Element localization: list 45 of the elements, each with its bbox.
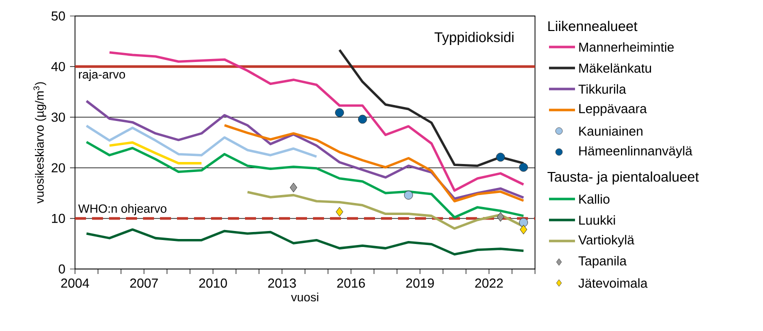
legend-label: Mannerheimintie: [579, 42, 674, 52]
ref-line-label: WHO:n ohjearvo: [78, 204, 166, 216]
y-tick-label: 20: [52, 163, 65, 172]
legend-label: Luukki: [579, 215, 615, 225]
y-tick-label: 0: [58, 264, 65, 274]
x-tick-label: 2019: [406, 278, 434, 288]
x-tick-label: 2010: [199, 278, 227, 288]
ref-line-label: raja-arvo: [79, 70, 126, 81]
x-tick-label: 2016: [337, 278, 365, 288]
y-tick-label: 30: [52, 112, 65, 122]
y-tick-label: 50: [52, 11, 65, 21]
point: [519, 218, 528, 227]
text: Typpidioksidi: [434, 32, 514, 45]
legend-label: Mäkelänkatu: [579, 63, 652, 73]
legend-label: Hämeenlinnanväylä: [579, 146, 692, 158]
x-tick-label: 2007: [130, 278, 158, 288]
x-tick-label: 2004: [61, 278, 90, 288]
line-series: [85, 228, 525, 256]
text: Tausta- ja pientaloalueet: [548, 171, 699, 185]
x-tick-label: 2013: [268, 278, 296, 288]
point: [496, 152, 505, 162]
y-tick-label: 10: [52, 214, 65, 223]
point: [520, 224, 528, 234]
x-tick-label: 2022: [475, 278, 503, 288]
x-axis-title: vuosi: [291, 292, 318, 302]
line-series: [108, 141, 203, 164]
point: [404, 190, 413, 200]
legend-label: Kallio: [579, 194, 610, 204]
text: Liikennealueet: [548, 20, 638, 32]
legend-label: Leppävaara: [579, 104, 647, 116]
point: [519, 162, 528, 172]
point: [335, 108, 344, 118]
point: [290, 182, 298, 192]
point: [336, 206, 344, 217]
point: [496, 212, 504, 222]
legend-label: Tikkurila: [578, 84, 626, 94]
line-series: [85, 124, 318, 158]
legend-label: Vartiokylä: [578, 234, 634, 248]
y-tick-label: 40: [51, 62, 65, 72]
line-series: [223, 124, 525, 202]
legend-label: Kauniainen: [579, 126, 642, 136]
y-axis-title: vuosikeskiarvo (µg/m$^{3}$): [33, 82, 46, 204]
legend-label: Jätevoimala: [578, 278, 648, 288]
legend-label: Tapanila: [578, 256, 627, 268]
point: [358, 114, 367, 124]
